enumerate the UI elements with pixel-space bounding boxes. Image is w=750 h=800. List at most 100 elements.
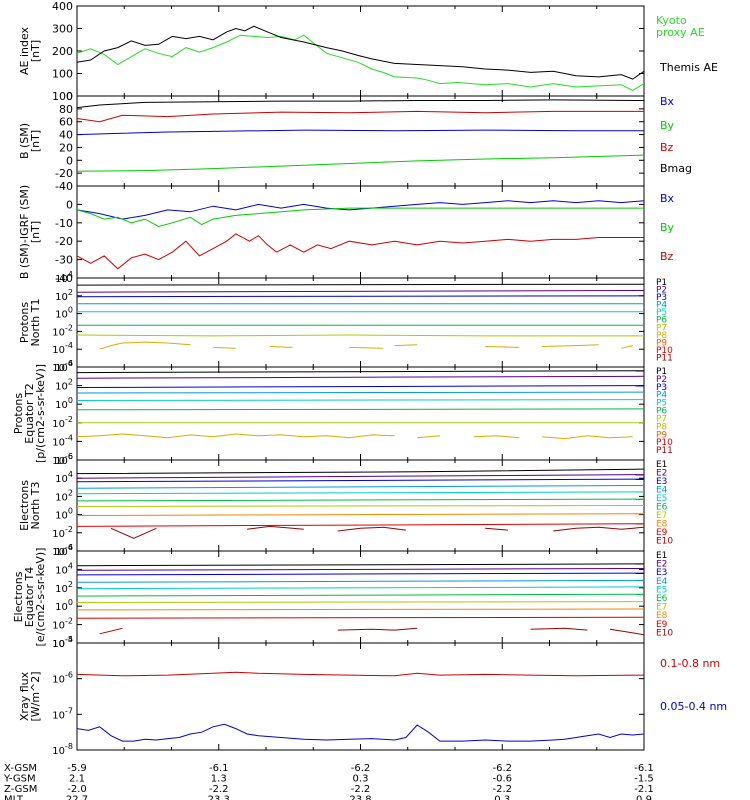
x-row-value: 0.9 <box>636 795 652 800</box>
legend-label: E1 <box>656 551 667 561</box>
legend-label: Bz <box>660 141 674 154</box>
series-line-e6 <box>77 593 644 597</box>
y-tick-exponent: -2 <box>65 617 73 626</box>
legend-label: P1 <box>656 367 667 377</box>
y-axis-title-line: AE index <box>18 26 31 75</box>
x-row-value: -2.0 <box>67 784 87 795</box>
legend-label: E6 <box>656 503 668 513</box>
y-axis-title: ElectronsEquator T4[e/(cm2-s-sr-keV)] <box>12 548 47 647</box>
y-tick-label: 10-7 <box>52 706 73 721</box>
y-tick-exponent: 0 <box>68 507 73 516</box>
series-line-bz <box>77 110 644 123</box>
series-group <box>77 25 644 91</box>
series-line-e10 <box>337 627 418 631</box>
x-row-value: -2.2 <box>209 784 229 795</box>
y-tick-base: 10 <box>55 492 68 503</box>
y-tick-base: 10 <box>52 529 65 540</box>
y-tick-label: 102 <box>55 288 73 303</box>
legend-label: E4 <box>656 577 668 587</box>
legend-label: P11 <box>656 446 673 456</box>
legend-label: E3 <box>656 568 667 578</box>
y-tick-label: -40 <box>55 180 73 193</box>
y-axis-title: Xray flux[W/m^2] <box>18 671 42 721</box>
legend-label: P2 <box>656 375 667 385</box>
y-tick-exponent: -4 <box>65 543 73 552</box>
y-tick-exponent: 0 <box>68 306 73 315</box>
series-line-e10 <box>247 525 304 530</box>
y-tick-exponent: 6 <box>68 452 73 461</box>
series-line-themis-ae <box>77 25 644 80</box>
legend-label: P10 <box>656 346 673 356</box>
series-line-by <box>77 207 644 228</box>
x-row-value: -2.1 <box>634 784 654 795</box>
legend-label: E9 <box>656 620 668 630</box>
panel-frame <box>76 185 645 279</box>
y-tick-label: 104 <box>55 561 73 576</box>
x-row-label: X-GSM <box>4 763 37 774</box>
y-tick-exponent: -4 <box>65 433 73 442</box>
legend-label: E1 <box>656 460 667 470</box>
y-tick-label: 106 <box>55 543 73 558</box>
legend-label: P9 <box>656 338 667 348</box>
y-axis-title-line: [nT] <box>29 221 42 243</box>
legend-label: P8 <box>656 331 667 341</box>
series-line-p8 <box>541 435 633 440</box>
y-axis-title-line: Equator T2 <box>23 383 36 443</box>
series-group <box>77 671 644 742</box>
series-line-e5 <box>77 491 644 495</box>
y-tick-label: 10-2 <box>52 415 73 430</box>
y-tick-label: 10-6 <box>52 359 73 374</box>
series-line-p1 <box>77 283 644 286</box>
y-tick-label: 102 <box>55 378 73 393</box>
y-axis-title-line: [e/(cm2-s-sr-keV)] <box>34 548 47 647</box>
x-row-label: Z-GSM <box>4 784 37 795</box>
legend-label: P3 <box>656 293 667 303</box>
series-line-e6 <box>77 498 644 502</box>
x-row-label: Y-GSM <box>3 774 36 785</box>
legend-label: E10 <box>656 537 673 547</box>
y-tick-label: 20 <box>59 141 73 154</box>
y-tick-exponent: -2 <box>65 323 73 332</box>
legend-label: E7 <box>656 603 667 613</box>
legend-label: P4 <box>656 301 667 311</box>
y-tick-base: 10 <box>55 584 68 595</box>
y-tick-base: 10 <box>55 274 68 285</box>
legend-label: P1 <box>656 278 667 288</box>
legend-label: Bx <box>660 95 675 108</box>
x-row-value: -2.2 <box>351 784 371 795</box>
y-axis-title-line: B (SM) <box>18 123 31 159</box>
y-tick-label: 10-5 <box>52 635 73 650</box>
legend-label: P5 <box>656 399 667 409</box>
y-tick-exponent: 0 <box>68 598 73 607</box>
legend-label: P10 <box>656 438 673 448</box>
y-tick-exponent: 0 <box>68 396 73 405</box>
panel-b_igrf: 0 -10 -20 -30 -40 B (SM)-IGRF (SM)[nT] Bx By Bz <box>18 185 675 285</box>
legend-label: P6 <box>656 316 667 326</box>
series-line-e9 <box>77 616 644 619</box>
series-line-e10 <box>553 526 644 532</box>
y-tick-label: 100 <box>55 396 73 411</box>
y-axis-title: ProtonsEquator T2[p/(cm2-s-sr-keV)] <box>12 364 47 463</box>
y-tick-label: 80 <box>59 103 73 116</box>
y-tick-label: 10-2 <box>52 525 73 540</box>
legend-label: E5 <box>656 585 667 595</box>
y-tick-base: 10 <box>55 310 68 321</box>
y-tick-base: 10 <box>55 602 68 613</box>
series-line-e8 <box>77 608 644 611</box>
y-axis-title-line: Equator T4 <box>23 567 36 627</box>
y-axis-title-line: Xray flux <box>18 671 31 721</box>
y-axis-title: B (SM)-IGRF (SM)[nT] <box>18 185 42 279</box>
series-line-e10 <box>485 527 508 531</box>
legend-label: E6 <box>656 594 668 604</box>
x-axis-annotations: X-GSM -5.9 -6.1 -6.2 -6.2 -6.1Y-GSM 2.1 1.3 0.3-… <box>3 763 654 800</box>
series-line-p8 <box>621 345 633 349</box>
series-line-e10 <box>110 527 157 539</box>
legend-label: Bx <box>660 192 675 205</box>
legend-label: P5 <box>656 308 667 318</box>
y-tick-exponent: -7 <box>65 706 73 715</box>
legend-label: E8 <box>656 611 668 621</box>
